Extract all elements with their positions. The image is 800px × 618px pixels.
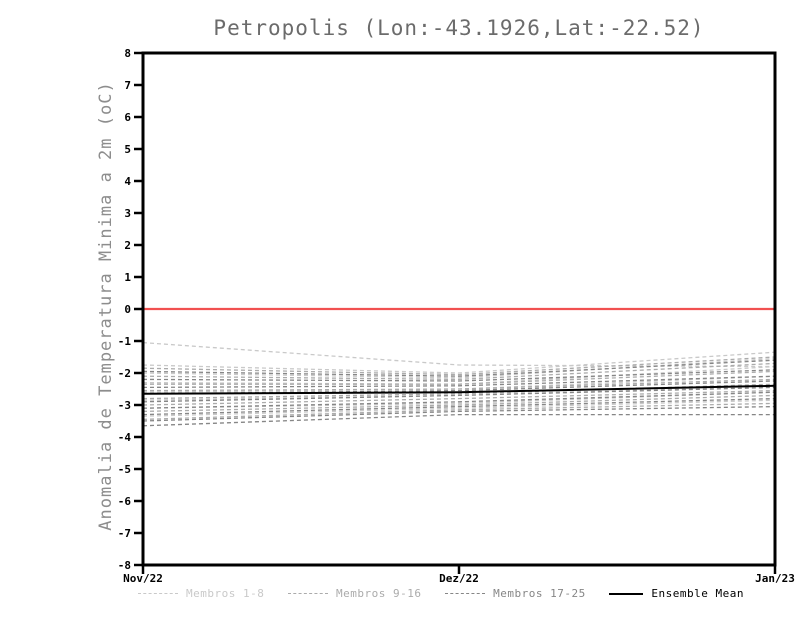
y-tick-label: 2 xyxy=(124,239,131,252)
y-tick-label: 8 xyxy=(124,47,131,60)
y-tick-label: -5 xyxy=(118,463,131,476)
dashed-line-sample-icon xyxy=(445,593,486,594)
legend-item-ensemble-mean: Ensemble Mean xyxy=(609,587,744,600)
member-line-g3-m1 xyxy=(142,359,776,377)
member-line-g2-m2 xyxy=(142,362,776,381)
legend-label: Membros 9-16 xyxy=(336,587,422,600)
y-tick-label: 5 xyxy=(124,143,131,156)
x-tick-label: Nov/22 xyxy=(123,572,163,585)
y-tick-label: 3 xyxy=(124,207,131,220)
x-tick-label: Dez/22 xyxy=(439,572,479,585)
legend-item-membros-17-25: Membros 17-25 xyxy=(445,587,586,600)
member-line-g3-m5 xyxy=(142,386,776,403)
y-tick-label: 6 xyxy=(124,111,131,124)
x-tick-label: Jan/23 xyxy=(755,572,795,585)
member-line-g3-m6 xyxy=(142,391,776,409)
y-tick-label: -7 xyxy=(118,527,131,540)
y-tick-label: 7 xyxy=(124,79,131,92)
y-tick-label: -2 xyxy=(118,367,131,380)
member-line-g3-m9 xyxy=(142,413,775,427)
member-line-g1-m1 xyxy=(142,341,776,368)
member-line-g2-m3 xyxy=(143,370,776,385)
y-tick-label: 4 xyxy=(124,175,131,188)
y-tick-label: -4 xyxy=(118,431,132,444)
solid-line-sample-icon xyxy=(609,592,644,595)
member-line-g2-m8 xyxy=(142,402,776,421)
y-tick-label: 1 xyxy=(124,271,131,284)
member-line-g2-m7 xyxy=(142,394,776,413)
legend-label: Membros 1-8 xyxy=(186,587,265,600)
legend-label: Ensemble Mean xyxy=(651,587,744,600)
member-line-g2-m6 xyxy=(142,389,776,406)
chart-title: Petropolis (Lon:-43.1926,Lat:-22.52) xyxy=(213,16,705,40)
member-line-g3-m2 xyxy=(142,369,776,382)
legend-item-membros-9-16: Membros 9-16 xyxy=(288,587,421,600)
member-line-g3-m8 xyxy=(142,405,776,422)
dashed-line-sample-icon xyxy=(288,593,329,594)
y-tick-label: -1 xyxy=(118,335,132,348)
member-line-g3-m7 xyxy=(142,397,776,416)
y-tick-label: 0 xyxy=(124,303,131,316)
plot-frame xyxy=(141,51,777,567)
member-line-g1-m2 xyxy=(142,351,776,374)
y-tick-label: -6 xyxy=(118,495,132,508)
y-tick-label: -3 xyxy=(118,399,131,412)
legend-label: Membros 17-25 xyxy=(493,587,586,600)
member-line-g3-m3 xyxy=(142,375,776,389)
member-line-g2-m4 xyxy=(142,378,776,392)
ensemble-mean-line xyxy=(142,384,776,395)
legend-item-membros-1-8: Membros 1-8 xyxy=(138,587,264,600)
member-line-g2-m1 xyxy=(142,356,776,376)
y-tick-label: -8 xyxy=(118,559,131,572)
member-line-g1-m8 xyxy=(142,399,776,417)
dashed-line-sample-icon xyxy=(138,593,178,594)
legend: Membros 1-8 Membros 9-16 Membros 17-25 E… xyxy=(138,587,744,600)
